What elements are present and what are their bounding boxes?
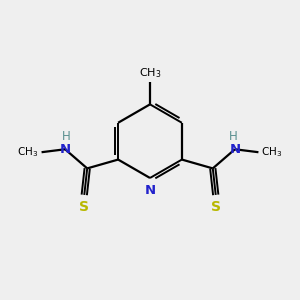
Text: S: S	[79, 200, 89, 214]
Text: CH$_3$: CH$_3$	[17, 145, 39, 159]
Text: N: N	[60, 143, 71, 156]
Text: N: N	[144, 184, 156, 197]
Text: S: S	[211, 200, 221, 214]
Text: H: H	[62, 130, 71, 143]
Text: CH$_3$: CH$_3$	[139, 66, 161, 80]
Text: N: N	[229, 143, 240, 156]
Text: CH$_3$: CH$_3$	[261, 145, 283, 159]
Text: H: H	[229, 130, 238, 143]
